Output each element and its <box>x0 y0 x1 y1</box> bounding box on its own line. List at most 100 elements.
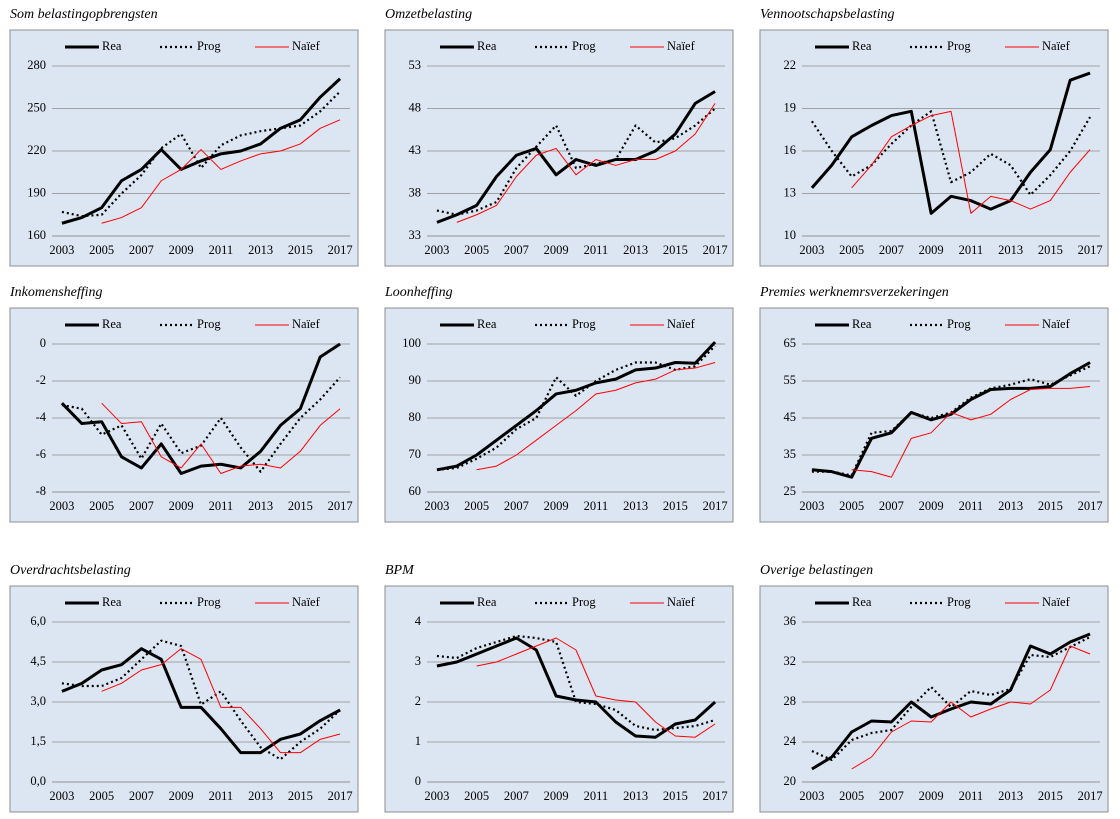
x-tick-label: 2009 <box>919 789 944 803</box>
chart-title: Inkomensheffing <box>9 285 103 300</box>
y-tick-label: 10 <box>784 228 797 242</box>
x-tick-label: 2005 <box>89 789 114 803</box>
x-tick-label: 2015 <box>663 499 688 513</box>
x-tick-label: 2003 <box>424 499 449 513</box>
x-tick-label: 2011 <box>209 243 234 257</box>
x-tick-label: 2017 <box>328 789 353 803</box>
x-tick-label: 2015 <box>288 499 313 513</box>
x-tick-label: 2005 <box>839 499 864 513</box>
x-tick-label: 2007 <box>129 243 154 257</box>
chart-panel <box>384 585 734 813</box>
legend-label: Rea <box>477 39 497 53</box>
x-tick-label: 2005 <box>464 789 489 803</box>
y-tick-label: 53 <box>409 58 422 72</box>
legend-label: Naïef <box>667 39 696 53</box>
legend-label: Naïef <box>1042 317 1071 331</box>
series-line <box>811 632 1091 771</box>
x-tick-label: 2005 <box>464 243 489 257</box>
x-tick-label: 2015 <box>663 243 688 257</box>
x-tick-label: 2013 <box>248 499 273 513</box>
y-tick-label: 90 <box>409 373 422 387</box>
chart-panel <box>9 307 359 523</box>
x-tick-label: 2011 <box>209 789 234 803</box>
y-tick-label: 70 <box>409 447 422 461</box>
y-tick-label: 1 <box>415 734 421 748</box>
x-tick-label: 2003 <box>49 789 74 803</box>
y-tick-label: 19 <box>784 100 797 114</box>
chart-title: Vennootschapsbelasting <box>760 7 895 22</box>
x-tick-label: 2011 <box>209 499 234 513</box>
x-tick-label: 2003 <box>424 789 449 803</box>
x-tick-label: 2007 <box>879 243 904 257</box>
y-tick-label: 190 <box>27 185 46 199</box>
series-line <box>456 103 716 223</box>
chart-panel <box>759 29 1109 267</box>
x-tick-label: 2007 <box>129 499 154 513</box>
y-tick-label: 20 <box>784 774 797 788</box>
series-line <box>61 639 341 761</box>
y-tick-label: 4,5 <box>30 654 46 668</box>
y-tick-label: 48 <box>409 100 422 114</box>
legend-label: Rea <box>477 595 497 609</box>
series-line <box>811 361 1091 479</box>
y-tick-label: 43 <box>409 143 422 157</box>
y-tick-label: 80 <box>409 410 422 424</box>
y-tick-label: 28 <box>784 694 797 708</box>
chart-title: Som belastingopbrengsten <box>10 7 158 22</box>
y-tick-label: 45 <box>784 410 797 424</box>
series-line <box>476 637 716 738</box>
legend-label: Naïef <box>292 317 321 331</box>
legend-label: Prog <box>572 317 596 331</box>
y-tick-label: 24 <box>784 734 797 748</box>
x-tick-label: 2015 <box>663 789 688 803</box>
series-line <box>436 341 717 472</box>
x-tick-label: 2003 <box>799 789 824 803</box>
x-tick-label: 2013 <box>623 789 648 803</box>
y-tick-label: 2 <box>415 694 421 708</box>
chart-panel <box>759 307 1109 523</box>
legend-label: Naïef <box>667 595 696 609</box>
x-tick-label: 2017 <box>703 243 728 257</box>
series-line <box>60 342 341 475</box>
legend-label: Rea <box>852 39 872 53</box>
x-tick-label: 2013 <box>623 499 648 513</box>
chart-title: Overige belastingen <box>760 563 873 578</box>
legend-label: Prog <box>197 39 221 53</box>
x-tick-label: 2015 <box>1038 499 1063 513</box>
x-tick-label: 2003 <box>424 243 449 257</box>
x-tick-label: 2017 <box>1078 789 1103 803</box>
x-tick-label: 2017 <box>1078 243 1103 257</box>
y-tick-label: 160 <box>27 228 46 242</box>
series-line <box>101 648 341 754</box>
y-tick-label: 0 <box>415 774 421 788</box>
y-tick-label: 36 <box>784 614 797 628</box>
x-tick-label: 2011 <box>584 499 609 513</box>
y-tick-label: 60 <box>409 484 422 498</box>
legend-label: Prog <box>947 317 971 331</box>
legend-label: Rea <box>477 317 497 331</box>
legend-label: Naïef <box>292 595 321 609</box>
x-tick-label: 2005 <box>89 499 114 513</box>
x-tick-label: 2013 <box>998 789 1023 803</box>
y-tick-label: 35 <box>784 447 797 461</box>
y-tick-label: 0,0 <box>30 774 46 788</box>
y-tick-label: 0 <box>40 336 46 350</box>
x-tick-label: 2011 <box>959 243 984 257</box>
legend-label: Prog <box>572 39 596 53</box>
y-tick-label: 25 <box>784 484 797 498</box>
x-tick-label: 2011 <box>584 789 609 803</box>
x-tick-label: 2017 <box>703 499 728 513</box>
y-tick-label: 32 <box>784 654 797 668</box>
x-tick-label: 2003 <box>799 243 824 257</box>
x-tick-label: 2015 <box>1038 243 1063 257</box>
x-tick-label: 2009 <box>169 499 194 513</box>
y-tick-label: 100 <box>402 336 421 350</box>
series-line <box>851 110 1091 214</box>
chart-panel <box>9 29 359 267</box>
y-tick-label: 3 <box>415 654 421 668</box>
x-tick-label: 2011 <box>959 789 984 803</box>
series-line <box>61 647 341 755</box>
chart-panel <box>384 307 734 523</box>
x-tick-label: 2007 <box>879 789 904 803</box>
